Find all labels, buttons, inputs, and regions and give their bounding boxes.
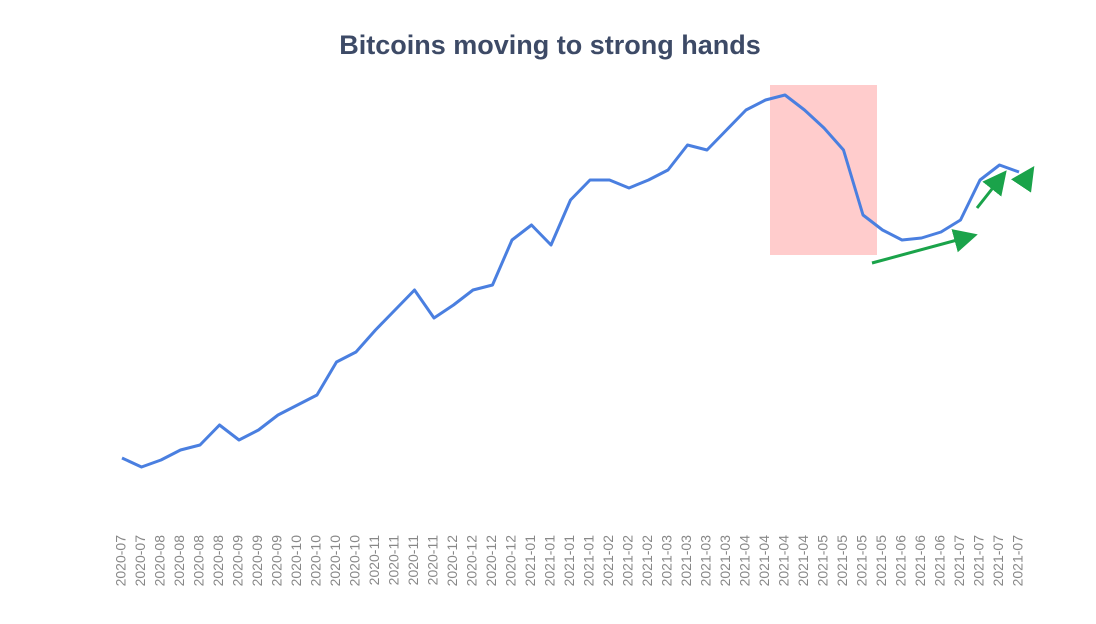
- x-tick-label: 2021-07: [1010, 535, 1026, 587]
- x-tick-label: 2020-08: [171, 535, 187, 587]
- x-tick-label: 2021-04: [776, 535, 792, 587]
- x-tick-label: 2020-12: [483, 535, 499, 587]
- x-tick-label: 2021-01: [581, 535, 597, 587]
- x-tick-label: 2021-05: [854, 535, 870, 587]
- x-tick-label: 2021-06: [932, 535, 948, 587]
- x-tick-label: 2020-08: [152, 535, 168, 587]
- x-tick-label: 2021-04: [737, 535, 753, 587]
- x-tick-label: 2021-05: [815, 535, 831, 587]
- x-tick-label: 2021-03: [659, 535, 675, 587]
- x-tick-label: 2020-09: [269, 535, 285, 587]
- x-tick-label: 2020-11: [386, 535, 402, 586]
- x-tick-label: 2020-12: [503, 535, 519, 587]
- x-tick-label: 2021-07: [990, 535, 1006, 587]
- x-tick-label: 2020-10: [308, 535, 324, 587]
- x-tick-label: 2021-06: [893, 535, 909, 587]
- x-tick-label: 2021-07: [951, 535, 967, 587]
- x-tick-label: 2021-04: [756, 535, 772, 587]
- x-tick-label: 2020-12: [464, 535, 480, 587]
- x-tick-label: 2020-10: [327, 535, 343, 587]
- x-tick-label: 2020-09: [230, 535, 246, 587]
- x-tick-label: 2021-02: [620, 535, 636, 587]
- x-tick-label: 2021-03: [717, 535, 733, 587]
- x-tick-label: 2020-07: [132, 535, 148, 587]
- chart-title: Bitcoins moving to strong hands: [339, 30, 761, 60]
- x-tick-label: 2020-11: [366, 535, 382, 586]
- x-tick-label: 2021-04: [795, 535, 811, 587]
- x-tick-label: 2021-01: [542, 535, 558, 587]
- x-tick-label: 2021-07: [971, 535, 987, 587]
- x-tick-label: 2020-09: [249, 535, 265, 587]
- data-line: [121, 93, 1020, 469]
- x-tick-label: 2020-11: [425, 535, 441, 586]
- x-tick-label: 2021-02: [600, 535, 616, 587]
- x-tick-label: 2021-03: [698, 535, 714, 587]
- x-tick-label: 2021-01: [522, 535, 538, 587]
- x-tick-label: 2021-05: [834, 535, 850, 587]
- x-tick-label: 2021-06: [912, 535, 928, 587]
- x-tick-label: 2020-08: [210, 535, 226, 587]
- x-tick-label: 2020-07: [113, 535, 129, 587]
- x-tick-label: 2020-12: [444, 535, 460, 587]
- x-tick-label: 2020-11: [405, 535, 421, 586]
- x-tick-label: 2021-01: [561, 535, 577, 587]
- x-tick-label: 2021-02: [639, 535, 655, 587]
- x-tick-label: 2020-10: [288, 535, 304, 587]
- x-tick-label: 2020-08: [191, 535, 207, 587]
- x-tick-label: 2021-05: [873, 535, 889, 587]
- x-tick-label: 2021-03: [678, 535, 694, 587]
- highlight-region: [770, 85, 877, 255]
- x-tick-label: 2020-10: [347, 535, 363, 587]
- trend-arrows: [871, 166, 1035, 265]
